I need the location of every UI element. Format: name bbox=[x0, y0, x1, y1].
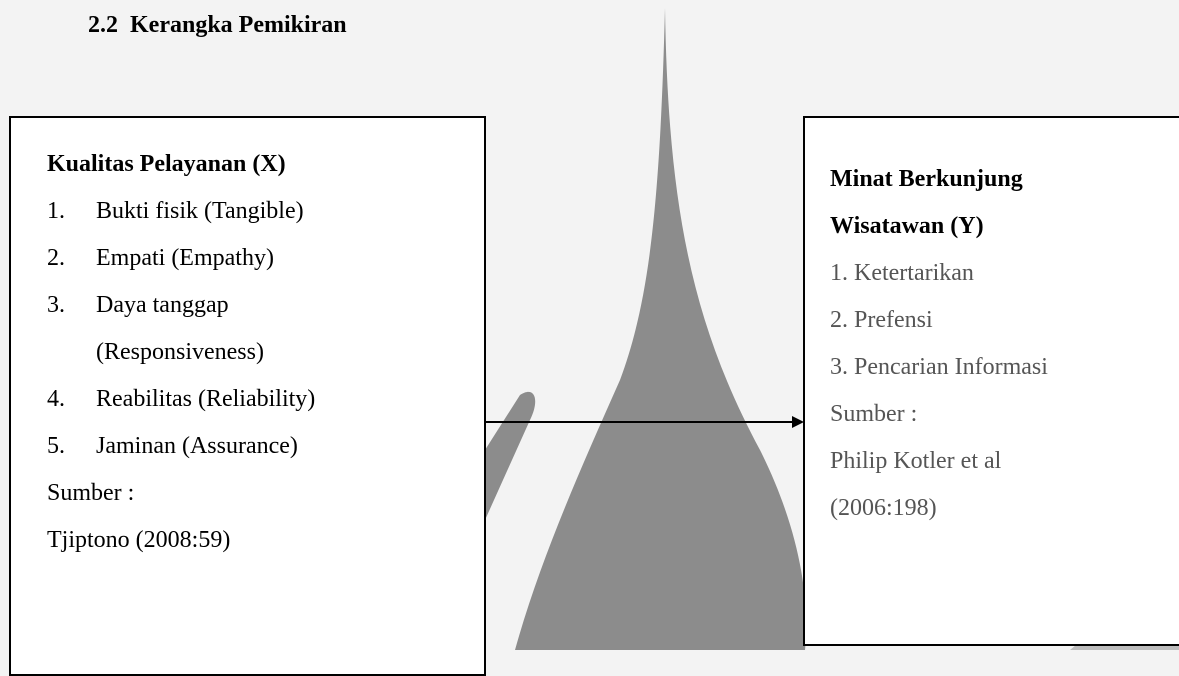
list-item: 5.Jaminan (Assurance) bbox=[47, 423, 396, 470]
watermark-stripe bbox=[485, 392, 535, 520]
list-item: 4.Reabilitas (Reliability) bbox=[47, 376, 396, 423]
heading-number: 2.2 bbox=[88, 12, 118, 38]
item-text: Bukti fisik (Tangible) bbox=[96, 188, 396, 235]
list-item: 1. Ketertarikan bbox=[830, 250, 1070, 297]
left-content: Kualitas Pelayanan (X) 1.Bukti fisik (Ta… bbox=[47, 141, 396, 564]
list-item: 2. Prefensi bbox=[830, 297, 1070, 344]
left-box: Kualitas Pelayanan (X) 1.Bukti fisik (Ta… bbox=[9, 116, 486, 676]
list-item: 2.Empati (Empathy) bbox=[47, 235, 396, 282]
source: Tjiptono (2008:59) bbox=[47, 517, 396, 564]
watermark-drop bbox=[515, 8, 806, 650]
right-box: Minat Berkunjung Wisatawan (Y) 1. Ketert… bbox=[803, 116, 1179, 646]
page: {"heading": {"number": "2.2", "text": "K… bbox=[0, 0, 1179, 650]
item-number: 2. bbox=[47, 235, 96, 282]
item-text: Empati (Empathy) bbox=[96, 235, 396, 282]
box-title: Kualitas Pelayanan (X) bbox=[47, 151, 286, 177]
source-label: Sumber : bbox=[830, 391, 1070, 438]
source: Philip Kotler et al (2006:198) bbox=[830, 438, 1070, 532]
document: 2.2 Kerangka Pemikiran Kualitas Pelayanan… bbox=[0, 0, 1179, 650]
item-number: 3. bbox=[47, 282, 96, 376]
source-label: Sumber : bbox=[47, 470, 396, 517]
right-content: Minat Berkunjung Wisatawan (Y) 1. Ketert… bbox=[830, 156, 1070, 532]
item-text: Jaminan (Assurance) bbox=[96, 423, 396, 470]
list-item: 3. Pencarian Informasi bbox=[830, 344, 1070, 391]
list-item: 3.Daya tanggap (Responsiveness) bbox=[47, 282, 396, 376]
item-number: 1. bbox=[47, 188, 96, 235]
box-title: Minat Berkunjung Wisatawan (Y) bbox=[830, 166, 1023, 239]
item-text: Reabilitas (Reliability) bbox=[96, 376, 396, 423]
heading-text: Kerangka Pemikiran bbox=[130, 12, 347, 38]
item-text: Daya tanggap (Responsiveness) bbox=[96, 282, 396, 376]
item-number: 5. bbox=[47, 423, 96, 470]
heading: 2.2 Kerangka Pemikiran bbox=[88, 12, 359, 39]
item-number: 4. bbox=[47, 376, 96, 423]
list-item: 1.Bukti fisik (Tangible) bbox=[47, 188, 396, 235]
